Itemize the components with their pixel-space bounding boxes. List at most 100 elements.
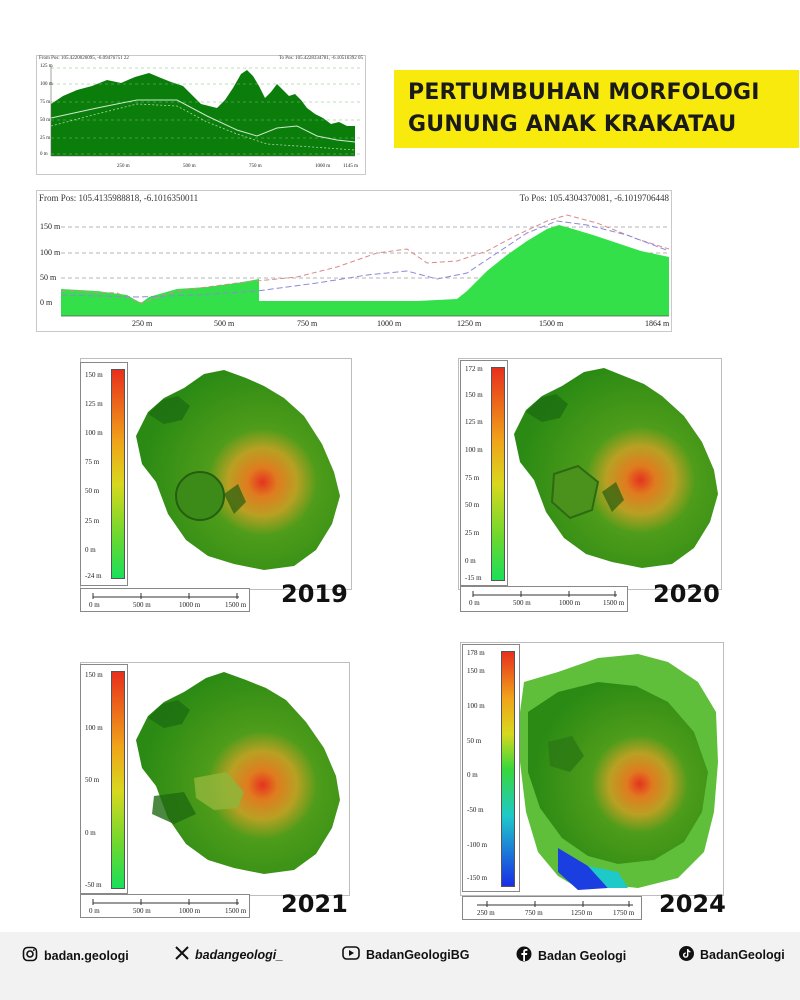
year-label: 2019 [281, 580, 348, 608]
profile-from-pos: From Pos: 105.4135988818, -6.1016350011 [39, 193, 199, 203]
y-tick: 150 m [40, 222, 61, 231]
x-tick: 750 m [249, 164, 262, 169]
legend-tick: 100 m [467, 702, 485, 710]
island-dem-map [514, 368, 718, 568]
legend-tick: 100 m [85, 724, 103, 732]
y-tick: 50 m [40, 273, 57, 282]
scale-bar: 0 m 500 m 1000 m 1500 m [80, 894, 250, 918]
scale-tick: 1000 m [179, 907, 201, 915]
scale-tick: 1500 m [603, 599, 625, 607]
title-line-1: PERTUMBUHAN MORFOLOGI [408, 80, 760, 105]
youtube-handle: BadanGeologiBG [366, 947, 470, 962]
y-tick: 50 m [40, 118, 51, 123]
facebook-link[interactable]: Badan Geologi [516, 946, 626, 965]
profile-to-pos: To Pos: 105.4304370081, -6.1019706448 [519, 193, 669, 203]
x-tick: 1145 m [343, 164, 358, 169]
legend-tick: 172 m [465, 365, 483, 373]
y-tick: 125 m [40, 64, 53, 69]
legend-tick: 0 m [467, 771, 478, 779]
legend-tick: 100 m [465, 446, 483, 454]
legend-tick: 0 m [465, 557, 476, 565]
legend-tick: -24 m [85, 572, 102, 580]
legend-color-bar [111, 671, 125, 889]
legend-tick: 75 m [85, 458, 100, 466]
scale-tick: 1000 m [179, 601, 201, 609]
instagram-handle: badan.geologi [44, 948, 129, 963]
terrain-silhouette [61, 225, 669, 316]
legend-tick: 150 m [465, 391, 483, 399]
elevation-legend: 178 m 150 m 100 m 50 m 0 m -50 m -100 m … [462, 644, 520, 892]
legend-tick: 125 m [465, 418, 483, 426]
profile-to-pos: To Pos: 105.4228334781, -6.10516392 05 [278, 56, 363, 61]
legend-tick: 50 m [465, 501, 480, 509]
scale-tick: 1250 m [571, 909, 593, 917]
x-tick: 250 m [132, 319, 153, 328]
elevation-profile-small: From Pos: 105.4220026095, -6.09476751 22… [36, 55, 366, 175]
facebook-icon [516, 946, 532, 965]
title-line-2: GUNUNG ANAK KRAKATAU [408, 112, 737, 137]
scale-bar: 0 m 500 m 1000 m 1500 m [460, 586, 628, 612]
x-tick: 250 m [117, 164, 130, 169]
scale-bar: 250 m 750 m 1250 m 1750 m [462, 896, 642, 920]
scale-tick: 0 m [469, 599, 480, 607]
instagram-icon [22, 946, 38, 965]
y-tick: 0 m [40, 152, 48, 157]
legend-tick: 125 m [85, 400, 103, 408]
legend-color-bar [501, 651, 515, 887]
y-tick: 0 m [40, 298, 53, 307]
island-dem-map [520, 654, 718, 890]
x-tick: 500 m [183, 164, 196, 169]
scale-tick: 1750 m [613, 909, 635, 917]
legend-tick: 75 m [465, 474, 480, 482]
youtube-link[interactable]: BadanGeologiBG [342, 946, 469, 963]
legend-tick: -100 m [467, 841, 488, 849]
legend-tick: -150 m [467, 874, 488, 882]
scale-tick: 250 m [477, 909, 495, 917]
scale-tick: 500 m [133, 907, 151, 915]
elevation-profile-large: From Pos: 105.4135988818, -6.1016350011 … [36, 190, 672, 332]
legend-tick: 100 m [85, 429, 103, 437]
youtube-icon [342, 946, 360, 963]
year-label: 2020 [653, 580, 720, 608]
scale-tick: 1500 m [225, 907, 247, 915]
tiktok-icon [679, 946, 694, 964]
island-dem-map [136, 672, 340, 874]
legend-tick: -15 m [465, 574, 482, 582]
legend-color-bar [111, 369, 125, 579]
x-icon [175, 946, 189, 963]
island-dem-map [136, 370, 340, 570]
y-tick: 25 m [40, 136, 51, 141]
legend-tick: 25 m [85, 517, 100, 525]
year-label: 2024 [659, 890, 726, 918]
scale-tick: 750 m [525, 909, 543, 917]
social-footer [0, 932, 800, 1000]
y-tick: 100 m [40, 82, 53, 87]
elevation-legend: 172 m 150 m 125 m 100 m 75 m 50 m 25 m 0… [460, 360, 508, 586]
legend-tick: 0 m [85, 546, 96, 554]
y-tick: 100 m [40, 248, 61, 257]
legend-tick: 25 m [465, 529, 480, 537]
profile-large-plot [60, 214, 670, 317]
profile-small-plot [50, 66, 363, 157]
elevation-legend: 150 m 100 m 50 m 0 m -50 m [80, 664, 128, 894]
legend-tick: 0 m [85, 829, 96, 837]
x-tick: 1000 m [315, 164, 331, 169]
legend-tick: 50 m [85, 487, 100, 495]
legend-tick: 178 m [467, 649, 485, 657]
scale-tick: 500 m [133, 601, 151, 609]
legend-color-bar [491, 367, 505, 581]
x-handle: badangeologi_ [195, 947, 284, 962]
legend-tick: -50 m [467, 806, 484, 814]
x-tick: 750 m [297, 319, 318, 328]
scale-bar: 0 m 500 m 1000 m 1500 m [80, 588, 250, 612]
legend-tick: 50 m [85, 776, 100, 784]
tiktok-handle: BadanGeologi [700, 948, 785, 962]
instagram-link[interactable]: badan.geologi [22, 946, 129, 965]
x-link[interactable]: badangeologi_ [175, 946, 283, 963]
scale-tick: 0 m [89, 907, 100, 915]
x-tick: 1250 m [457, 319, 482, 328]
legend-tick: 150 m [85, 671, 103, 679]
x-tick: 1864 m [645, 319, 670, 328]
legend-tick: -50 m [85, 881, 102, 889]
tiktok-link[interactable]: BadanGeologi [679, 946, 785, 964]
